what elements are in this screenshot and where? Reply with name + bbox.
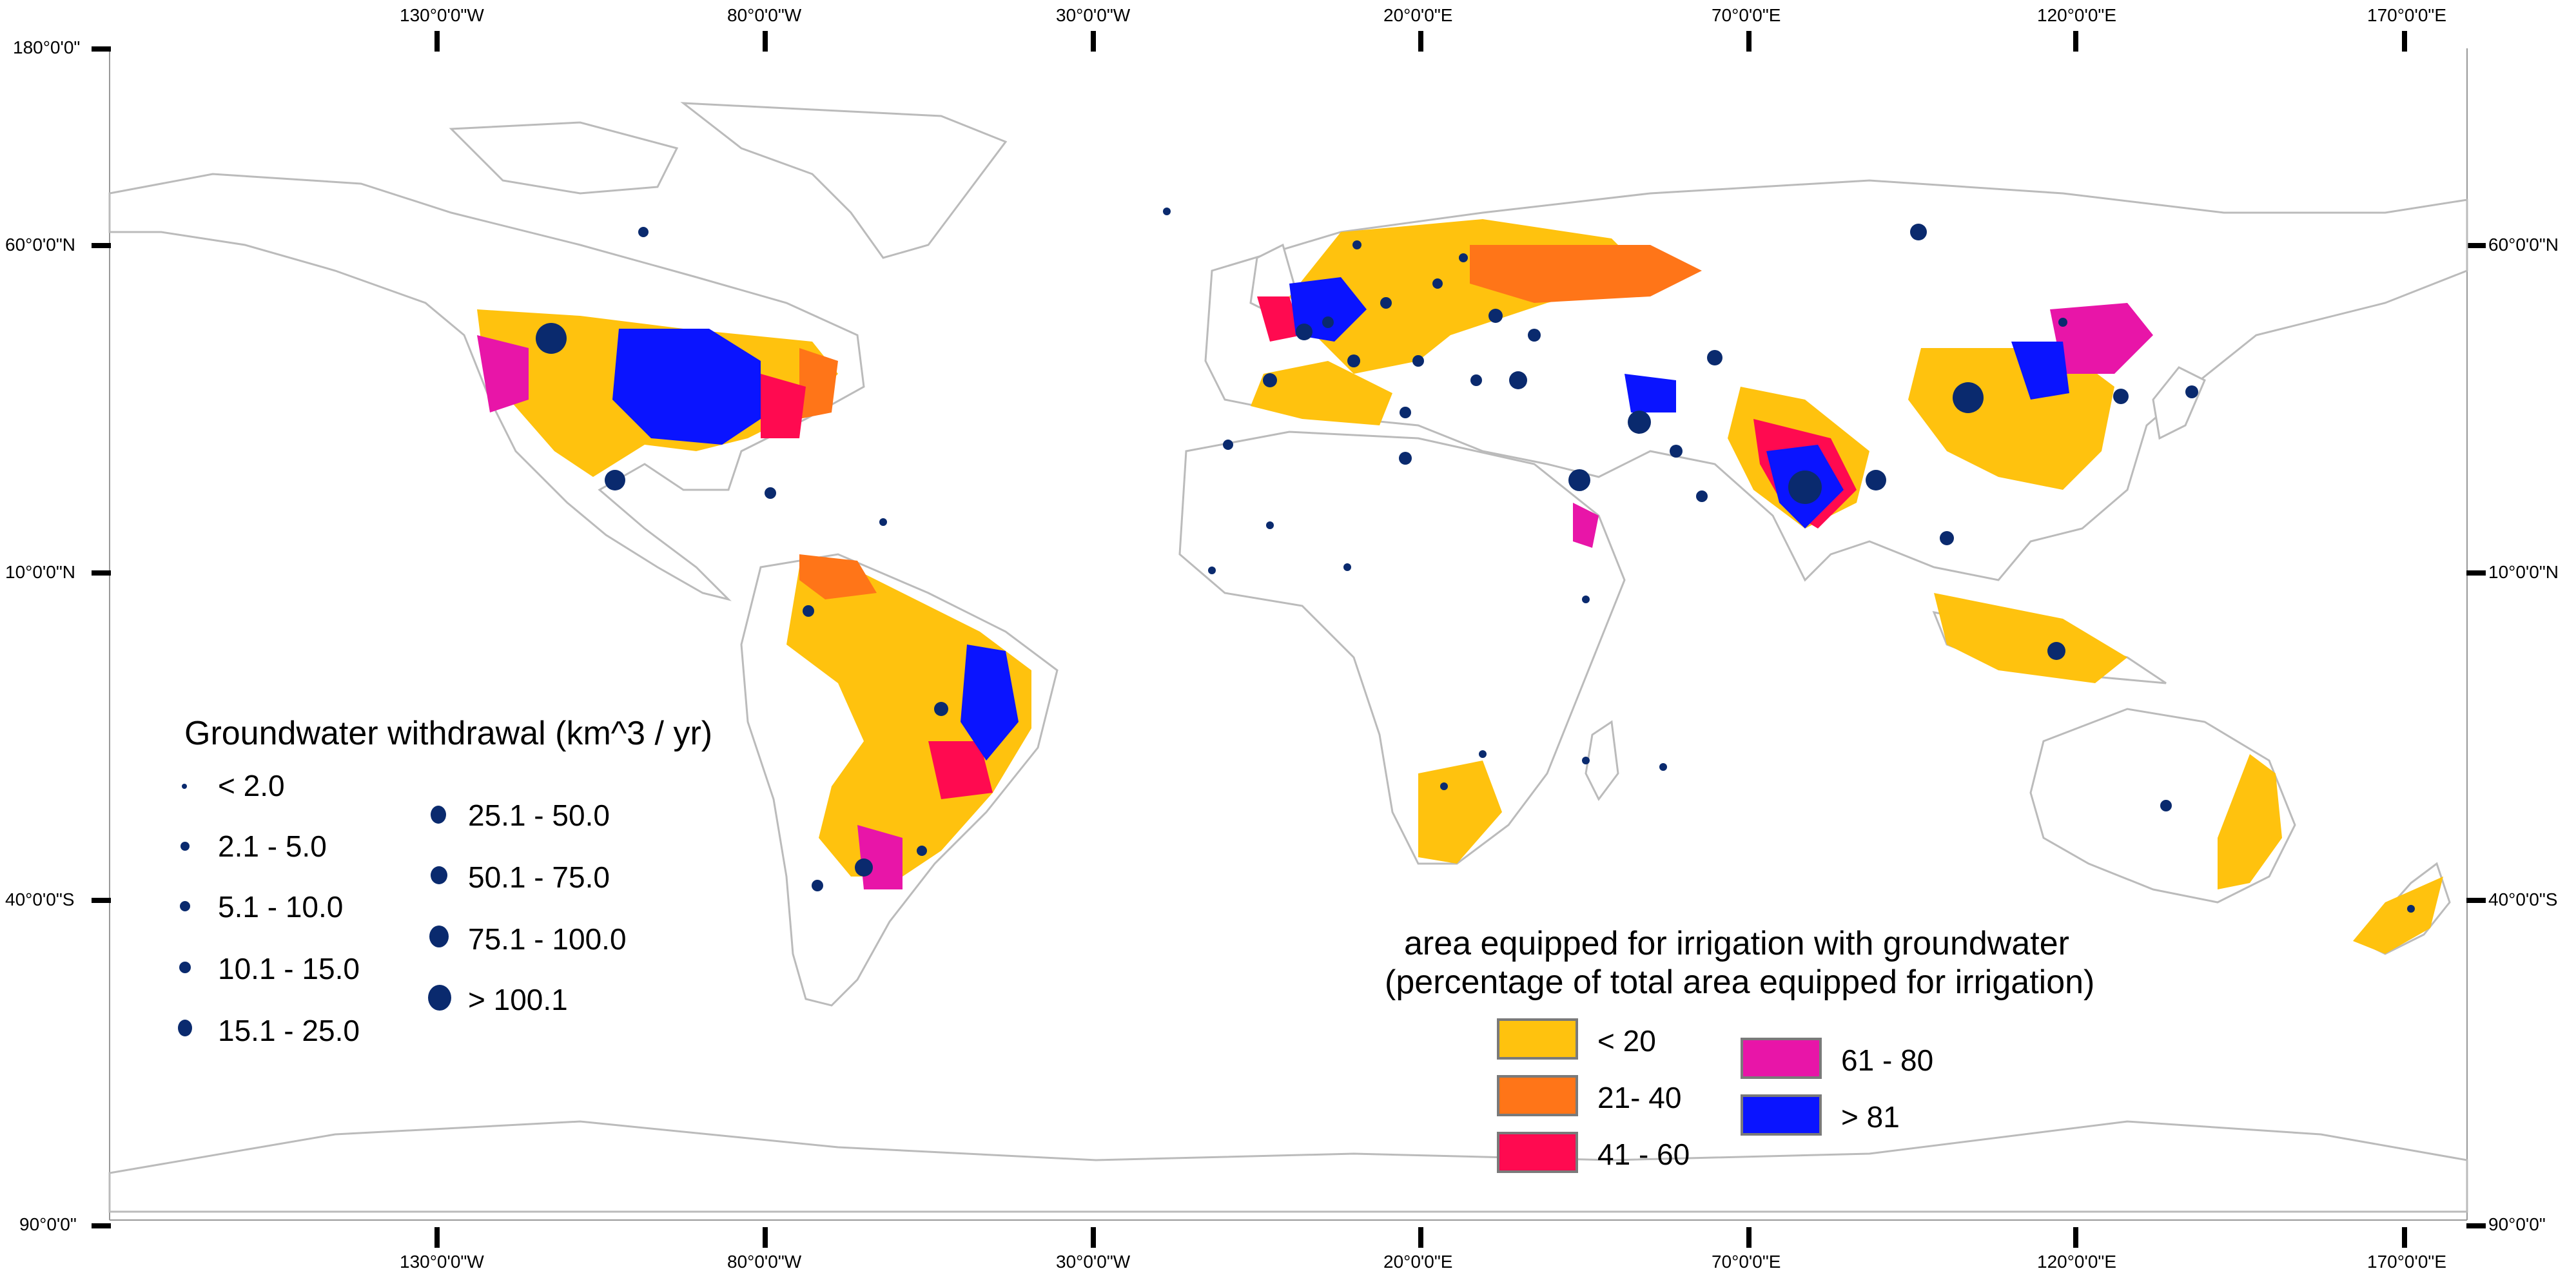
legend-dot-25-50 — [431, 806, 446, 824]
bottom-lon-label: 70°0'0"E — [1712, 1252, 1781, 1272]
right-lat-label: 60°0'0"N — [2488, 235, 2559, 255]
top-lon-label: 130°0'0"W — [400, 5, 484, 25]
axis-ticks — [92, 31, 2486, 1248]
legend-label: > 100.1 — [468, 983, 568, 1016]
top-lon-label: 30°0'0"W — [1056, 5, 1131, 25]
bottom-lon-label: 30°0'0"W — [1056, 1252, 1131, 1272]
legend-label: > 81 — [1841, 1100, 1900, 1134]
left-lat-label: 90°0'0" — [19, 1214, 77, 1234]
top-lon-label: 20°0'0"E — [1383, 5, 1453, 25]
legend-dot-5-10 — [180, 901, 190, 911]
legend-label: 50.1 - 75.0 — [468, 860, 610, 894]
bottom-lon-label: 170°0'0"E — [2367, 1252, 2447, 1272]
swatch-21-40 — [1497, 1075, 1578, 1116]
bottom-lon-label: 20°0'0"E — [1383, 1252, 1453, 1272]
bottom-lon-label: 80°0'0"W — [727, 1252, 802, 1272]
right-lat-label: 40°0'0"S — [2488, 889, 2558, 909]
legend-label: < 20 — [1597, 1024, 1656, 1058]
swatch-61-80 — [1741, 1038, 1822, 1079]
greenland — [680, 102, 1008, 259]
swatch-41-60 — [1497, 1132, 1578, 1173]
left-lat-label: 10°0'0"N — [5, 562, 75, 582]
legend-dot-75-100 — [429, 926, 449, 947]
legend-label: 21- 40 — [1597, 1081, 1682, 1114]
top-lon-label: 120°0'0"E — [2037, 5, 2117, 25]
right-lat-label: 10°0'0"N — [2488, 562, 2559, 582]
legend-label: 2.1 - 5.0 — [218, 829, 327, 863]
top-lon-label: 80°0'0"W — [727, 5, 802, 25]
top-lon-label: 70°0'0"E — [1712, 5, 1781, 25]
left-lat-label: 40°0'0"S — [5, 889, 75, 909]
legend-dot-lt2 — [182, 784, 187, 789]
canada-arctic-islands — [449, 121, 679, 195]
withdrawal-dots — [536, 208, 2415, 913]
groundwater-legend-title: Groundwater withdrawal (km^3 / yr) — [184, 715, 713, 752]
legend-label: 15.1 - 25.0 — [218, 1014, 360, 1047]
antarctica — [108, 1120, 2468, 1213]
legend-label: 41 - 60 — [1597, 1138, 1690, 1171]
legend-label: 61 - 80 — [1841, 1043, 1934, 1077]
swatch-gt81 — [1741, 1094, 1822, 1136]
madagascar — [1585, 720, 1619, 801]
legend-label: 10.1 - 15.0 — [218, 952, 360, 985]
left-lat-label: 180°0'0" — [13, 37, 81, 57]
legend-label: 5.1 - 10.0 — [218, 890, 344, 924]
legend-dot-10-15 — [179, 962, 191, 973]
legend-label: < 2.0 — [218, 769, 285, 802]
legend-label: 25.1 - 50.0 — [468, 799, 610, 832]
swatch-lt20 — [1497, 1018, 1578, 1060]
legend-label: 75.1 - 100.0 — [468, 922, 627, 956]
japan — [2152, 366, 2206, 440]
legend-dot-50-75 — [431, 866, 447, 884]
legend-dot-2-5 — [181, 842, 190, 851]
bottom-lon-label: 120°0'0"E — [2037, 1252, 2117, 1272]
irrigation-legend-title-1: area equipped for irrigation with ground… — [1404, 925, 2069, 962]
bottom-lon-label: 130°0'0"W — [400, 1252, 484, 1272]
irrigation-areas — [477, 219, 2443, 954]
legend-dot-gt100 — [428, 985, 451, 1011]
left-lat-label: 60°0'0"N — [5, 235, 75, 255]
legend-dot-15-25 — [178, 1020, 192, 1036]
irrigation-legend-title-2: (percentage of total area equipped for i… — [1385, 964, 2095, 1001]
right-lat-label: 90°0'0" — [2488, 1214, 2546, 1234]
top-lon-label: 170°0'0"E — [2367, 5, 2447, 25]
africa — [1178, 431, 1626, 865]
